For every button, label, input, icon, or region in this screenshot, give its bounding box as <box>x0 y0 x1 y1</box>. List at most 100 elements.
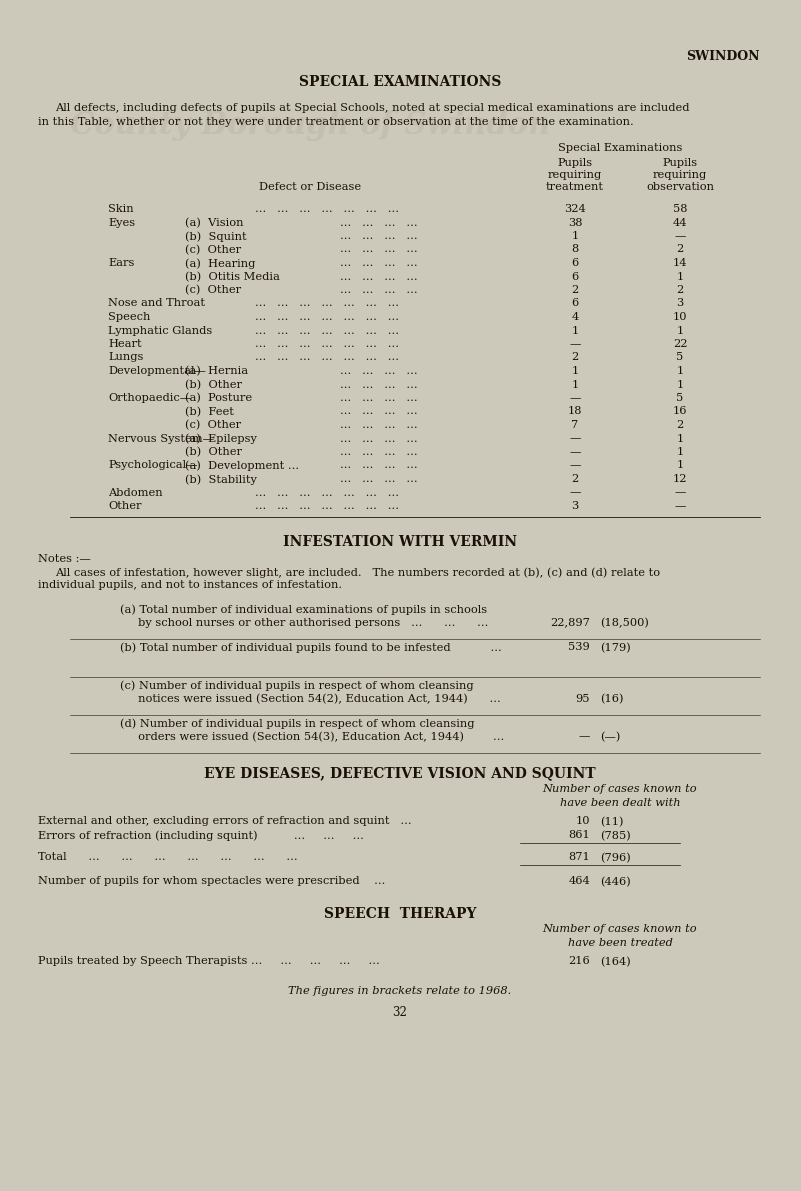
Text: ...   ...   ...   ...   ...   ...   ...: ... ... ... ... ... ... ... <box>255 204 399 214</box>
Text: SPEECH  THERAPY: SPEECH THERAPY <box>324 906 477 921</box>
Text: 871: 871 <box>568 853 590 862</box>
Text: (a)  Hearing: (a) Hearing <box>185 258 256 268</box>
Text: Nose and Throat: Nose and Throat <box>108 299 205 308</box>
Text: Special Examinations: Special Examinations <box>557 143 682 152</box>
Text: (a)  Vision: (a) Vision <box>185 218 244 227</box>
Text: Number of cases known to: Number of cases known to <box>543 785 698 794</box>
Text: Lungs: Lungs <box>108 353 143 362</box>
Text: ...   ...   ...   ...: ... ... ... ... <box>340 393 417 403</box>
Text: (c)  Other: (c) Other <box>185 244 241 255</box>
Text: ...   ...   ...   ...: ... ... ... ... <box>340 420 417 430</box>
Text: (785): (785) <box>600 830 630 841</box>
Text: ...   ...   ...   ...: ... ... ... ... <box>340 366 417 376</box>
Text: 8: 8 <box>571 244 578 255</box>
Text: Psychological—: Psychological— <box>108 461 198 470</box>
Text: have been dealt with: have been dealt with <box>560 798 680 807</box>
Text: ...   ...   ...   ...   ...   ...   ...: ... ... ... ... ... ... ... <box>255 353 399 362</box>
Text: Speech: Speech <box>108 312 151 322</box>
Text: 3: 3 <box>676 299 683 308</box>
Text: 861: 861 <box>568 830 590 841</box>
Text: ...   ...   ...   ...: ... ... ... ... <box>340 258 417 268</box>
Text: Developmental—: Developmental— <box>108 366 206 376</box>
Text: External and other, excluding errors of refraction and squint   ...: External and other, excluding errors of … <box>38 817 412 827</box>
Text: Nervous System—: Nervous System— <box>108 434 214 443</box>
Text: (c)  Other: (c) Other <box>185 285 241 295</box>
Text: treatment: treatment <box>546 182 604 192</box>
Text: Number of cases known to: Number of cases known to <box>543 924 698 935</box>
Text: (164): (164) <box>600 956 630 967</box>
Text: ...   ...   ...   ...: ... ... ... ... <box>340 231 417 241</box>
Text: 216: 216 <box>568 956 590 967</box>
Text: (d) Number of individual pupils in respect of whom cleansing: (d) Number of individual pupils in respe… <box>120 718 474 729</box>
Text: 12: 12 <box>673 474 687 484</box>
Text: (18,500): (18,500) <box>600 617 649 628</box>
Text: (11): (11) <box>600 817 623 827</box>
Text: —: — <box>570 487 581 498</box>
Text: notices were issued (Section 54(2), Education Act, 1944)      ...: notices were issued (Section 54(2), Educ… <box>120 693 501 704</box>
Text: observation: observation <box>646 182 714 192</box>
Text: —: — <box>674 487 686 498</box>
Text: ...   ...   ...   ...   ...   ...   ...: ... ... ... ... ... ... ... <box>255 339 399 349</box>
Text: ...   ...   ...   ...: ... ... ... ... <box>340 406 417 417</box>
Text: —: — <box>674 501 686 511</box>
Text: Pupils: Pupils <box>662 158 698 168</box>
Text: 324: 324 <box>564 204 586 214</box>
Text: 2: 2 <box>571 474 578 484</box>
Text: (c) Number of individual pupils in respect of whom cleansing: (c) Number of individual pupils in respe… <box>120 680 473 691</box>
Text: Other: Other <box>108 501 142 511</box>
Text: SPECIAL EXAMINATIONS: SPECIAL EXAMINATIONS <box>299 75 501 89</box>
Text: (796): (796) <box>600 853 630 862</box>
Text: Errors of refraction (including squint)          ...     ...     ...: Errors of refraction (including squint) … <box>38 830 364 841</box>
Text: Ears: Ears <box>108 258 135 268</box>
Text: 18: 18 <box>568 406 582 417</box>
Text: by school nurses or other authorised persons   ...      ...      ...: by school nurses or other authorised per… <box>120 617 489 628</box>
Text: Total      ...      ...      ...      ...      ...      ...      ...: Total ... ... ... ... ... ... ... <box>38 853 298 862</box>
Text: 1: 1 <box>571 380 578 389</box>
Text: (a)  Posture: (a) Posture <box>185 393 252 404</box>
Text: 16: 16 <box>673 406 687 417</box>
Text: ...   ...   ...   ...: ... ... ... ... <box>340 285 417 295</box>
Text: 22,897: 22,897 <box>550 617 590 628</box>
Text: Lymphatic Glands: Lymphatic Glands <box>108 325 212 336</box>
Text: have been treated: have been treated <box>568 937 672 948</box>
Text: 539: 539 <box>568 642 590 653</box>
Text: 58: 58 <box>673 204 687 214</box>
Text: SWINDON: SWINDON <box>686 50 760 63</box>
Text: Abdomen: Abdomen <box>108 487 163 498</box>
Text: 4: 4 <box>571 312 578 322</box>
Text: (a) Total number of individual examinations of pupils in schools: (a) Total number of individual examinati… <box>120 605 487 615</box>
Text: 2: 2 <box>571 353 578 362</box>
Text: ...   ...   ...   ...: ... ... ... ... <box>340 434 417 443</box>
Text: —: — <box>578 731 590 742</box>
Text: ...   ...   ...   ...: ... ... ... ... <box>340 461 417 470</box>
Text: 1: 1 <box>676 461 683 470</box>
Text: EYE DISEASES, DEFECTIVE VISION AND SQUINT: EYE DISEASES, DEFECTIVE VISION AND SQUIN… <box>204 767 596 780</box>
Text: 7: 7 <box>571 420 578 430</box>
Text: Pupils: Pupils <box>557 158 593 168</box>
Text: ...   ...   ...   ...: ... ... ... ... <box>340 244 417 255</box>
Text: 1: 1 <box>676 272 683 281</box>
Text: 32: 32 <box>392 1006 408 1019</box>
Text: 1: 1 <box>571 366 578 376</box>
Text: 1: 1 <box>676 380 683 389</box>
Text: requiring: requiring <box>653 170 707 180</box>
Text: in this Table, whether or not they were under treatment or observation at the ti: in this Table, whether or not they were … <box>38 117 634 127</box>
Text: 5: 5 <box>676 353 683 362</box>
Text: 1: 1 <box>676 434 683 443</box>
Text: ...   ...   ...   ...   ...   ...   ...: ... ... ... ... ... ... ... <box>255 312 399 322</box>
Text: 1: 1 <box>676 366 683 376</box>
Text: —: — <box>570 393 581 403</box>
Text: Defect or Disease: Defect or Disease <box>259 182 361 192</box>
Text: ...   ...   ...   ...   ...   ...   ...: ... ... ... ... ... ... ... <box>255 299 399 308</box>
Text: All cases of infestation, however slight, are included.   The numbers recorded a: All cases of infestation, however slight… <box>55 567 660 578</box>
Text: Number of pupils for whom spectacles were prescribed    ...: Number of pupils for whom spectacles wer… <box>38 877 385 886</box>
Text: 44: 44 <box>673 218 687 227</box>
Text: (446): (446) <box>600 877 630 887</box>
Text: (179): (179) <box>600 642 630 653</box>
Text: The figures in brackets relate to 1968.: The figures in brackets relate to 1968. <box>288 986 512 997</box>
Text: 464: 464 <box>568 877 590 886</box>
Text: 38: 38 <box>568 218 582 227</box>
Text: (a)  Epilepsy: (a) Epilepsy <box>185 434 257 444</box>
Text: 3: 3 <box>571 501 578 511</box>
Text: (—): (—) <box>600 731 621 742</box>
